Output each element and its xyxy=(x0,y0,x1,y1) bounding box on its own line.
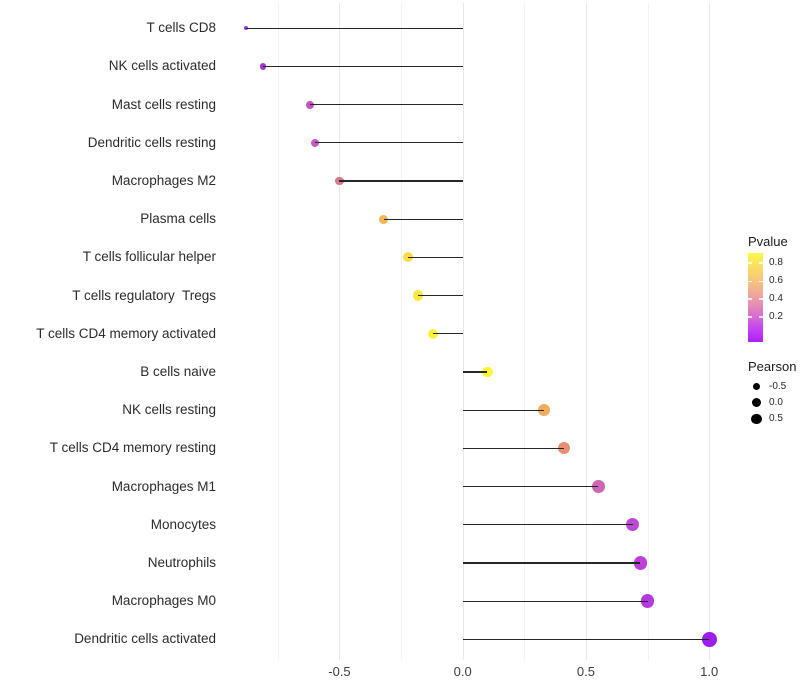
x-axis-tick-label: -0.5 xyxy=(328,664,351,679)
pvalue-tick-label: 0.8 xyxy=(769,256,783,268)
lollipop-stem xyxy=(462,638,710,641)
y-axis-label: Plasma cells xyxy=(140,211,216,227)
lollipop-stem xyxy=(383,218,463,220)
lollipop-dot xyxy=(379,214,389,224)
gridline-minor xyxy=(277,3,279,660)
pvalue-tick-label: 0.2 xyxy=(769,310,783,322)
gridline-major xyxy=(709,3,711,660)
y-axis-label: B cells naive xyxy=(140,364,216,379)
gridline-minor xyxy=(524,3,526,660)
lollipop-stem xyxy=(462,600,648,602)
lollipop-stem xyxy=(462,524,633,526)
pearson-legend-dot xyxy=(752,382,761,391)
pvalue-tick-mark xyxy=(759,262,763,264)
pearson-legend-dot xyxy=(751,413,762,425)
y-axis-label: Neutrophils xyxy=(147,555,216,570)
y-axis-label: T cells CD4 memory activated xyxy=(36,325,216,341)
lollipop-dot xyxy=(633,556,647,570)
y-axis-label: Macrophages M2 xyxy=(111,173,216,188)
y-axis-label: Mast cells resting xyxy=(111,96,216,112)
pvalue-tick-label: 0.4 xyxy=(769,293,783,304)
lollipop-stem xyxy=(462,447,564,450)
pearson-legend-label: 0.0 xyxy=(769,396,783,408)
legend-pvalue-title: Pvalue xyxy=(748,234,788,249)
pvalue-tick-label: 0.6 xyxy=(769,275,783,287)
lollipop-dot xyxy=(557,442,570,455)
lollipop-dot xyxy=(538,404,551,417)
lollipop-stem xyxy=(339,180,463,182)
lollipop-stem xyxy=(462,562,641,564)
lollipop-stem xyxy=(245,27,463,29)
lollipop-stem xyxy=(462,485,599,488)
pvalue-tick-mark xyxy=(748,316,752,318)
lollipop-dot xyxy=(310,138,319,147)
y-axis-label: Dendritic cells activated xyxy=(74,631,216,647)
x-axis-tick-label: 0.5 xyxy=(576,664,595,679)
lollipop-stem xyxy=(418,294,463,297)
pvalue-tick-mark xyxy=(759,298,763,300)
gridline-minor xyxy=(647,3,649,660)
lollipop-stem xyxy=(309,103,463,106)
lollipop-stem xyxy=(408,256,463,259)
pearson-legend-label: -0.5 xyxy=(769,380,787,392)
y-axis-label: NK cells resting xyxy=(122,402,216,418)
y-axis-label: T cells follicular helper xyxy=(82,249,216,265)
gridline-minor xyxy=(401,3,403,660)
lollipop-stem xyxy=(433,333,463,335)
pvalue-tick-mark xyxy=(748,262,752,264)
lollipop-dot xyxy=(482,366,493,378)
gridline-major xyxy=(462,3,464,660)
lollipop-dot xyxy=(701,632,717,647)
pvalue-tick-mark xyxy=(759,316,763,318)
lollipop-dot xyxy=(413,290,424,301)
lollipop-stem xyxy=(462,371,488,373)
lollipop-dot xyxy=(640,594,655,608)
lollipop-dot xyxy=(626,518,640,532)
gridline-major xyxy=(585,3,587,660)
x-axis-tick-label: 1.0 xyxy=(700,664,719,679)
pvalue-tick-mark xyxy=(759,280,763,283)
pearson-legend-label: 0.5 xyxy=(769,413,783,424)
pearson-legend-dot xyxy=(752,398,761,407)
y-axis-label: Macrophages M0 xyxy=(111,593,216,609)
y-axis-label: Dendritic cells resting xyxy=(87,134,216,150)
lollipop-stem xyxy=(314,142,463,144)
gridline-major xyxy=(339,3,341,660)
pvalue-colorbar xyxy=(748,253,763,342)
lollipop-dot xyxy=(591,480,605,493)
pvalue-tick-mark xyxy=(748,280,752,283)
lollipop-stem xyxy=(263,65,463,68)
legend-pearson-title: Pearson xyxy=(748,359,797,374)
x-axis-tick-label: 0.0 xyxy=(453,664,472,679)
y-axis-label: Monocytes xyxy=(150,516,216,532)
y-axis-label: T cells CD8 xyxy=(146,20,216,36)
y-axis-label: Macrophages M1 xyxy=(111,478,216,494)
lollipop-stem xyxy=(462,409,545,411)
y-axis-label: T cells regulatory Tregs xyxy=(72,287,216,303)
pvalue-tick-mark xyxy=(748,298,752,300)
y-axis-label: NK cells activated xyxy=(108,58,216,74)
y-axis-label: T cells CD4 memory resting xyxy=(49,440,216,456)
